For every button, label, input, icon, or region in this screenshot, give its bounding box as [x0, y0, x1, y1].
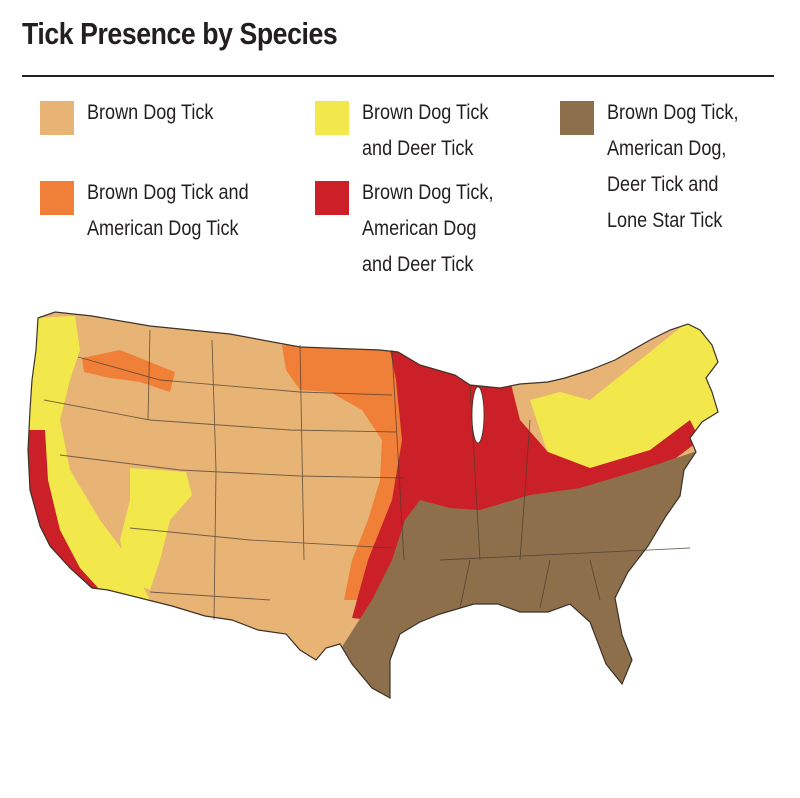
legend-swatch	[315, 181, 349, 215]
tick-zones	[28, 312, 718, 698]
legend-item-brown-dog-deer: Brown Dog Tick and Deer Tick	[315, 101, 509, 167]
legend-swatch	[40, 181, 74, 215]
legend-item-brown-dog-tick: Brown Dog Tick	[40, 101, 234, 135]
legend-swatch	[560, 101, 594, 135]
title-divider	[22, 75, 774, 77]
legend-item-brown-dog-american-dog-deer: Brown Dog Tick, American Dog and Deer Ti…	[315, 181, 515, 283]
legend-label: Brown Dog Tick and Deer Tick	[362, 101, 489, 160]
legend-label: Brown Dog Tick, American Dog, Deer Tick …	[607, 101, 739, 232]
legend-item-brown-dog-american-dog: Brown Dog Tick and American Dog Tick	[40, 181, 275, 247]
legend-label: Brown Dog Tick and American Dog Tick	[87, 181, 249, 240]
legend-swatch	[315, 101, 349, 135]
zone-brown-dog-deer-utah	[120, 468, 192, 590]
legend-item-all-four: Brown Dog Tick, American Dog, Deer Tick …	[560, 101, 760, 239]
us-tick-map	[27, 311, 719, 699]
zone-brown-dog-deer-northeast	[530, 320, 718, 470]
legend-swatch	[40, 101, 74, 135]
state-borders	[43, 329, 691, 621]
legend-label: Brown Dog Tick	[87, 101, 214, 124]
map-title: Tick Presence by Species	[22, 16, 338, 51]
lake-michigan	[471, 386, 485, 444]
legend-label: Brown Dog Tick, American Dog and Deer Ti…	[362, 181, 494, 276]
